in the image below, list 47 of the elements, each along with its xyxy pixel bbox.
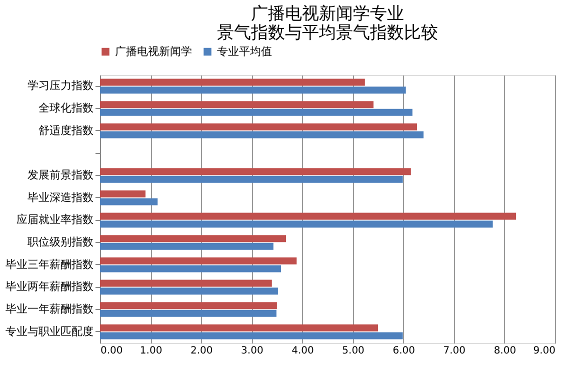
bar	[100, 242, 274, 250]
bar	[100, 257, 297, 264]
x-tick-label: 0.00	[100, 346, 123, 356]
legend-label: 广播电视新闻学	[115, 44, 192, 58]
x-tick-label: 6.00	[392, 346, 415, 356]
bar	[100, 190, 146, 198]
y-tick-label: 专业与职业匹配度	[6, 324, 94, 338]
bar	[100, 235, 286, 242]
bar	[100, 168, 411, 176]
x-tick-label: 7.00	[443, 346, 466, 356]
bar	[100, 302, 277, 310]
bar	[100, 280, 272, 287]
y-tick-label: 职位级别指数	[28, 236, 94, 248]
bar	[100, 131, 424, 138]
bar	[100, 220, 493, 228]
y-tick-label: 舒适度指数	[38, 124, 94, 137]
bar	[100, 123, 417, 130]
x-tick-label: 9.00	[533, 346, 556, 356]
x-tick-label: 1.00	[140, 346, 162, 356]
x-tick-label: 3.00	[241, 346, 264, 356]
y-tick-label: 毕业三年薪酬指数	[6, 258, 94, 271]
bar	[100, 332, 403, 340]
y-tick-label: 毕业两年薪酬指数	[6, 280, 94, 294]
y-tick-label: 学习压力指数	[28, 79, 94, 92]
bar	[100, 310, 276, 317]
text: 景气指数与平均景气指数比较	[217, 23, 438, 43]
bar	[100, 86, 406, 94]
text: 广播电视新闻学专业	[251, 4, 404, 24]
bar	[100, 101, 374, 108]
bar	[100, 198, 158, 206]
bar	[100, 176, 403, 183]
y-tick-label: 全球化指数	[38, 102, 94, 114]
bar	[100, 265, 281, 272]
y-tick-label: 发展前景指数	[28, 168, 94, 182]
x-tick-label: 2.00	[190, 346, 213, 356]
bar	[100, 78, 365, 86]
bar	[100, 108, 412, 116]
bar	[100, 324, 378, 332]
bar	[100, 288, 278, 295]
y-tick-label: 毕业一年薪酬指数	[6, 302, 94, 316]
x-tick-label: 8.00	[494, 346, 516, 356]
bar	[100, 212, 516, 220]
x-tick-label: 4.00	[292, 346, 314, 356]
y-tick-label: 应届就业率指数	[16, 213, 94, 226]
x-tick-label: 5.00	[342, 346, 364, 356]
y-tick-label: 毕业深造指数	[28, 190, 94, 204]
legend-label: 专业平均值	[217, 44, 272, 58]
